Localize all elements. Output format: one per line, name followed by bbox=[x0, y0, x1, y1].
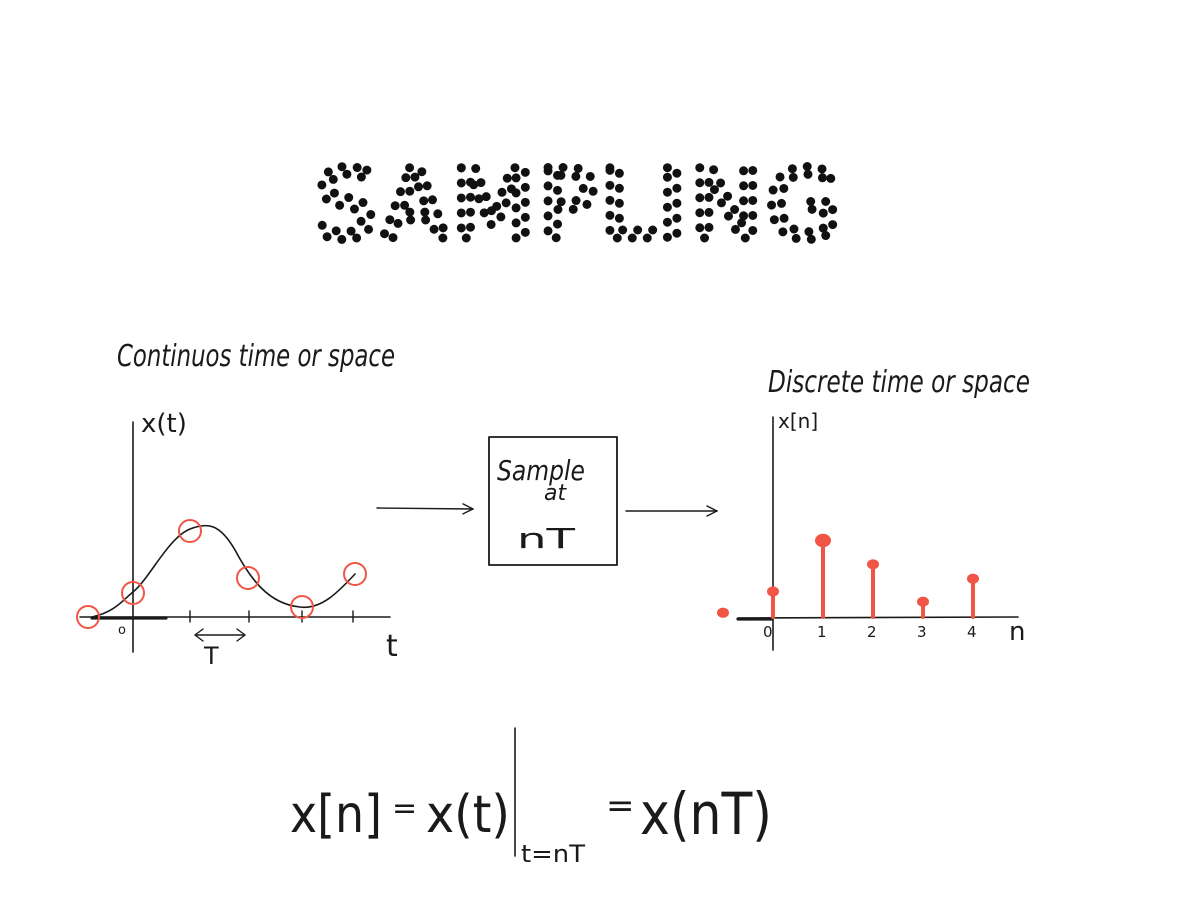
discrete-y-label: x[n] bbox=[778, 409, 818, 433]
discrete-samples bbox=[717, 533, 979, 619]
sample-circle bbox=[236, 566, 260, 590]
period-arrow-right bbox=[236, 628, 246, 642]
discrete-caption: Discrete time or space bbox=[768, 365, 1030, 400]
sample-point bbox=[967, 573, 979, 584]
page-title: SAMPLING bbox=[311, 145, 845, 266]
input-arrow bbox=[376, 508, 473, 509]
continuous-caption: Continuos time or space bbox=[117, 339, 395, 374]
discrete-panel: Discrete time or space x[n] n 0 1 2 3 4 bbox=[717, 365, 1030, 651]
sample-circle bbox=[290, 595, 314, 619]
discrete-tick-label: 3 bbox=[917, 623, 927, 641]
discrete-tick-label: 1 bbox=[817, 623, 827, 641]
discrete-x-label: n bbox=[1009, 617, 1025, 647]
sample-circle bbox=[121, 581, 145, 605]
sampling-equation: x[n] = x(t) t=nT = x(nT) bbox=[290, 727, 772, 868]
sample-point bbox=[867, 559, 879, 570]
continuous-origin-label: o bbox=[118, 623, 126, 638]
equation-mid: x(t) bbox=[426, 785, 510, 845]
period-label: T bbox=[203, 642, 219, 670]
discrete-x-axis bbox=[737, 616, 1019, 619]
sampler-line1: Sample bbox=[497, 454, 585, 487]
sampler-line3: nT bbox=[517, 522, 576, 555]
sample-point bbox=[717, 607, 729, 618]
equation-lhs: x[n] bbox=[290, 785, 382, 845]
sampler-box-frame bbox=[488, 436, 618, 566]
sample-point bbox=[767, 586, 779, 597]
sample-circle bbox=[178, 519, 202, 543]
title-text: SAMPLING bbox=[315, 149, 844, 261]
sample-point bbox=[917, 596, 929, 607]
sampler-line2: at bbox=[544, 481, 567, 506]
sampler-box: Sample at nT bbox=[488, 436, 618, 566]
period-arrow-left bbox=[194, 628, 204, 642]
continuous-x-label: t bbox=[386, 629, 398, 664]
discrete-tick-label: 2 bbox=[867, 623, 877, 641]
equation-equals-2: = bbox=[606, 786, 635, 826]
equation-subscript: t=nT bbox=[521, 840, 585, 868]
continuous-y-label: x(t) bbox=[141, 409, 187, 439]
equation-rhs: x(nT) bbox=[640, 780, 772, 848]
discrete-tick-label: 4 bbox=[967, 623, 977, 641]
equation-equals-1: = bbox=[392, 791, 417, 826]
sample-point bbox=[815, 533, 831, 548]
continuous-panel: Continuos time or space x(t) t o T bbox=[76, 339, 398, 670]
continuous-signal-curve bbox=[91, 524, 356, 618]
sample-circle bbox=[343, 562, 367, 586]
discrete-tick-label: 0 bbox=[763, 623, 773, 641]
sample-circle bbox=[76, 605, 100, 629]
discrete-tick-labels: 0 1 2 3 4 bbox=[763, 623, 977, 641]
